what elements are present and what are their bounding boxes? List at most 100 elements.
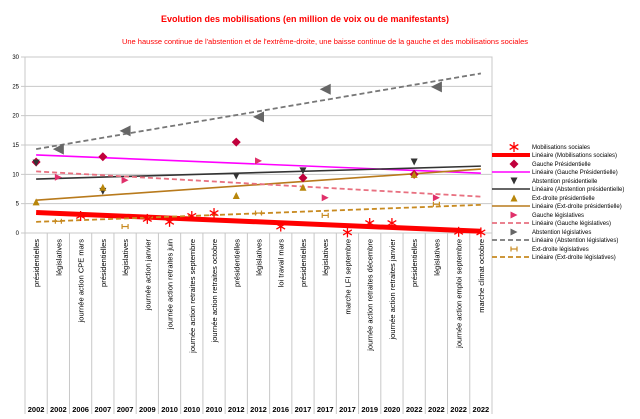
legend-label: Linéaire (Gauche législatives) xyxy=(532,221,611,227)
asterisk-stroke xyxy=(276,223,286,230)
triangle-down-shape xyxy=(410,158,418,166)
point-0-11 xyxy=(276,221,286,232)
diamond-shape xyxy=(509,159,519,169)
category-year: 2017 xyxy=(317,405,334,414)
point-0-5 xyxy=(142,213,152,224)
y-tick-label: 10 xyxy=(12,172,19,178)
category-label: journée action retraites janvier xyxy=(388,239,397,341)
point-1-3 xyxy=(98,152,108,162)
asterisk-stroke xyxy=(509,143,519,151)
trend-line-3 xyxy=(36,168,481,201)
trend-line-2 xyxy=(36,165,481,180)
point-0-2 xyxy=(75,210,86,221)
y-tick-label: 0 xyxy=(16,231,20,237)
point-4-13 xyxy=(321,194,329,202)
triangle-right-shape xyxy=(510,211,518,219)
y-tick-label: 25 xyxy=(12,84,19,90)
asterisk-stroke xyxy=(164,218,175,225)
point-3-9 xyxy=(232,191,240,199)
legend-label: Linéaire (Gauche Présidentielle) xyxy=(532,170,618,176)
triangle-up-shape xyxy=(510,194,518,202)
legend-label: Abstention législatives xyxy=(532,230,591,236)
legend-marker-5 xyxy=(510,228,518,236)
triangle-up-shape xyxy=(232,191,240,199)
point-3-17 xyxy=(410,170,418,178)
legend-label: Abstention présidentielle xyxy=(532,179,598,185)
legend-marker-3 xyxy=(510,194,518,202)
trend-line-1 xyxy=(36,154,481,174)
category-year: 2020 xyxy=(384,405,401,414)
category-label: présidentielles xyxy=(299,239,308,287)
point-0-15 xyxy=(365,218,375,229)
legend-label: Gauche législatives xyxy=(532,213,584,219)
triangle-right-shape xyxy=(321,194,329,202)
trend-line-0 xyxy=(36,209,481,234)
category-label: journée action janvier xyxy=(143,239,152,312)
triangle-down-shape xyxy=(232,172,240,180)
asterisk-stroke xyxy=(453,228,464,235)
point-1-9 xyxy=(231,137,241,147)
point-4-1 xyxy=(54,173,62,181)
y-tick-label: 15 xyxy=(12,143,19,149)
triangle-down-shape xyxy=(299,167,307,175)
category-label: journée action retraites octobre xyxy=(210,239,219,343)
category-year: 2009 xyxy=(139,405,156,414)
trend-line-4 xyxy=(36,170,481,198)
point-0-14 xyxy=(342,227,353,238)
chart-title: Evolution des mobilisations (en million … xyxy=(161,14,449,24)
asterisk-stroke xyxy=(187,212,197,220)
point-6-18 xyxy=(432,201,441,207)
point-4-4 xyxy=(121,176,129,184)
category-year: 2022 xyxy=(450,405,467,414)
point-6-4 xyxy=(121,224,129,230)
triangle-left-shape xyxy=(119,125,131,137)
category-year: 2022 xyxy=(473,405,490,414)
asterisk-stroke xyxy=(365,219,375,227)
legend-label: Ext-droite législatives xyxy=(532,247,589,253)
point-0-16 xyxy=(387,218,397,229)
point-3-0 xyxy=(32,198,40,206)
category-label: présidentielles xyxy=(99,239,108,287)
category-year: 2002 xyxy=(28,405,45,414)
category-label: législatives xyxy=(54,239,63,276)
asterisk-stroke xyxy=(142,215,152,222)
point-4-18 xyxy=(432,194,440,202)
point-5-18 xyxy=(430,81,442,93)
y-axis: 0 5 10 15 20 25 30 xyxy=(12,55,19,237)
asterisk-stroke xyxy=(387,219,397,227)
category-year: 2010 xyxy=(206,405,223,414)
category-year: 2012 xyxy=(228,405,245,414)
point-6-1 xyxy=(54,218,62,224)
y-tick-label: 30 xyxy=(12,55,19,61)
category-label: présidentielles xyxy=(410,239,419,287)
triangle-up-shape xyxy=(299,183,307,191)
category-year: 2002 xyxy=(50,405,67,414)
point-6-10 xyxy=(254,210,263,216)
category-label: journée action retraites septembre xyxy=(188,239,197,354)
point-4-10 xyxy=(255,157,262,165)
legend-label: Linéaire (Abstention législatives) xyxy=(532,238,618,244)
category-label: législatives xyxy=(121,239,130,276)
triangle-up-shape xyxy=(32,198,40,206)
triangle-left-shape xyxy=(319,83,331,95)
category-year: 2007 xyxy=(117,405,134,414)
point-2-9 xyxy=(232,172,240,180)
category-label: loi travail mars xyxy=(277,239,286,288)
asterisk-stroke xyxy=(476,229,486,236)
category-label: journée action CPE mars xyxy=(77,239,86,324)
asterisk-stroke xyxy=(209,209,219,217)
category-label: législatives xyxy=(255,239,264,276)
point-0-20 xyxy=(476,227,486,238)
category-year: 2017 xyxy=(295,405,312,414)
point-5-10 xyxy=(253,111,264,123)
trend-line-5 xyxy=(35,72,482,150)
triangle-up-shape xyxy=(410,170,418,178)
asterisk-stroke xyxy=(342,229,353,236)
legend-label: Linéaire (Mobilisations sociales) xyxy=(532,153,617,159)
triangle-left-shape xyxy=(253,111,264,123)
legend-label: Linéaire (Abstention présidentielle) xyxy=(532,187,624,193)
point-1-12 xyxy=(298,173,308,183)
point-6-13 xyxy=(321,212,329,218)
category-label: présidentielles xyxy=(232,239,241,287)
